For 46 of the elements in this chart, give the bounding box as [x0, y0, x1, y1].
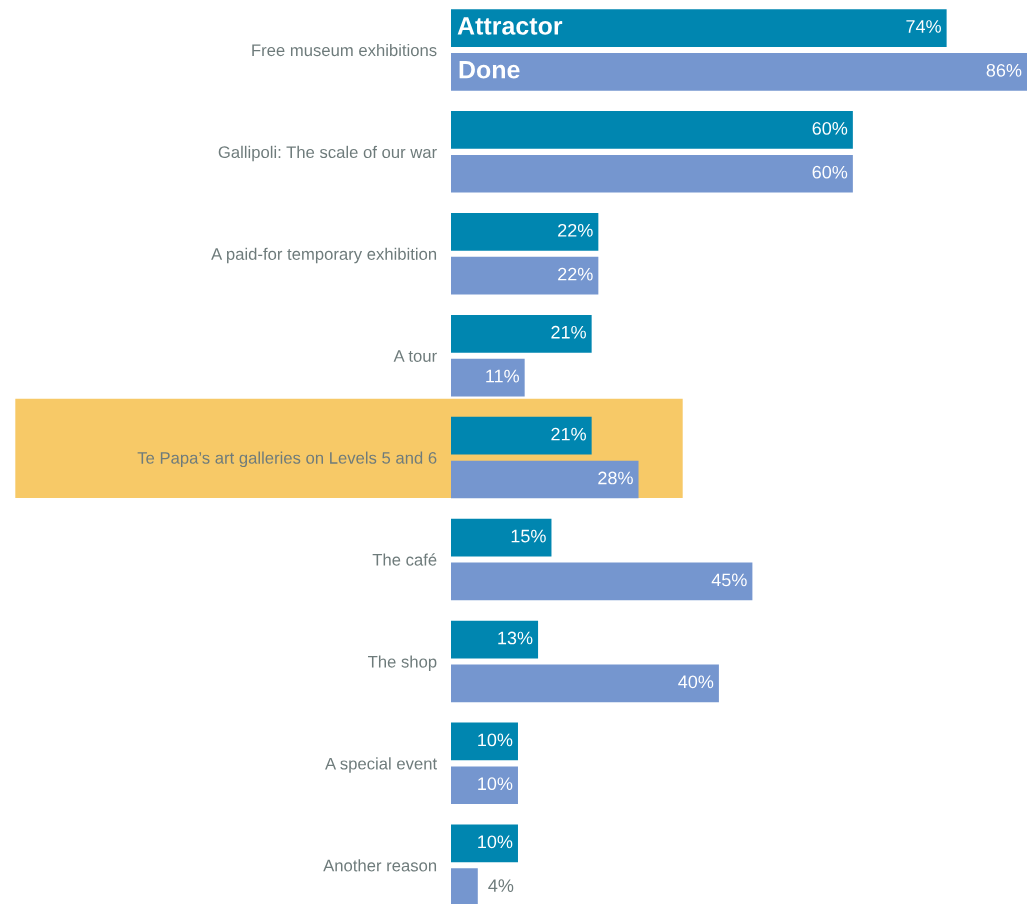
data-label: 21% — [551, 427, 586, 441]
bar — [451, 9, 947, 47]
data-label: 60% — [812, 165, 848, 179]
bar — [451, 664, 719, 703]
data-label: 13% — [498, 631, 533, 645]
bar — [451, 722, 518, 761]
y-tick-label: Another reason — [323, 859, 437, 872]
bar — [451, 620, 539, 659]
bar — [451, 518, 552, 557]
data-label: 11% — [486, 369, 520, 383]
series-label: Attractor — [457, 17, 563, 35]
data-label: 15% — [511, 529, 546, 543]
data-label: 45% — [711, 573, 747, 587]
data-label: 22% — [558, 223, 593, 237]
data-label: 10% — [478, 777, 513, 791]
data-label: 40% — [678, 675, 714, 689]
bar — [451, 213, 599, 251]
bar — [451, 416, 592, 455]
bar — [451, 824, 518, 863]
y-tick-label: A paid-for temporary exhibition — [211, 247, 437, 264]
data-label: 4% — [488, 879, 514, 892]
data-label: 28% — [598, 471, 633, 485]
y-tick-label: A special event — [325, 757, 437, 773]
bar — [451, 460, 639, 499]
data-label: 74% — [906, 20, 941, 33]
data-label: 10% — [478, 835, 513, 849]
y-tick-label: The café — [372, 553, 437, 566]
bar — [451, 358, 525, 397]
data-label: 86% — [986, 63, 1022, 77]
bar — [451, 314, 592, 353]
bar — [451, 111, 853, 149]
bar — [451, 53, 1027, 91]
y-tick-label: Free museum exhibitions — [252, 43, 437, 57]
y-tick-label: A tour — [393, 350, 437, 362]
bar — [451, 256, 599, 295]
bar — [451, 154, 853, 193]
y-tick-label: The shop — [368, 655, 437, 671]
data-label: 10% — [478, 733, 513, 747]
y-tick-label: Te Papa’s art galleries on Levels 5 and 6 — [137, 451, 437, 468]
data-label: 21% — [551, 325, 586, 339]
y-tick-label: Gallipoli: The scale of our war — [218, 145, 437, 162]
bar — [451, 562, 753, 601]
data-label: 60% — [812, 122, 848, 135]
data-label: 22% — [558, 267, 593, 281]
series-label: Done — [459, 61, 520, 79]
bar — [451, 766, 518, 805]
